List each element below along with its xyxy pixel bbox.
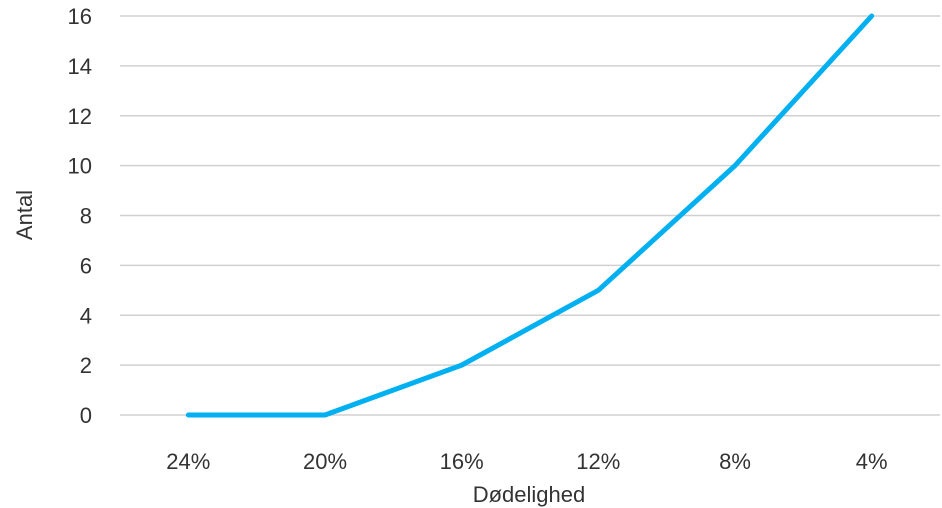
series-line [185, 13, 875, 418]
x-tick-labels: 24% 20% 16% 12% 8% 4% [166, 449, 887, 474]
x-tick-label: 20% [303, 449, 347, 474]
y-tick-label: 8 [80, 204, 92, 229]
y-tick-label: 6 [80, 253, 92, 278]
x-tick-label: 24% [166, 449, 210, 474]
y-tick-label: 12 [68, 104, 92, 129]
y-tick-label: 4 [80, 303, 92, 328]
y-tick-label: 16 [68, 4, 92, 29]
y-tick-label: 14 [68, 54, 92, 79]
x-axis-title: Dødelighed [473, 482, 586, 507]
x-tick-label: 16% [440, 449, 484, 474]
y-tick-label: 2 [80, 353, 92, 378]
y-axis-title: Antal [12, 190, 37, 240]
series-layer [185, 13, 875, 418]
x-tick-label: 4% [856, 449, 888, 474]
x-tick-label: 8% [719, 449, 751, 474]
y-tick-labels: 0 2 4 6 8 10 12 14 16 [68, 4, 92, 428]
gridlines [120, 15, 940, 416]
y-tick-label: 0 [80, 403, 92, 428]
x-tick-label: 12% [576, 449, 620, 474]
y-tick-label: 10 [68, 154, 92, 179]
